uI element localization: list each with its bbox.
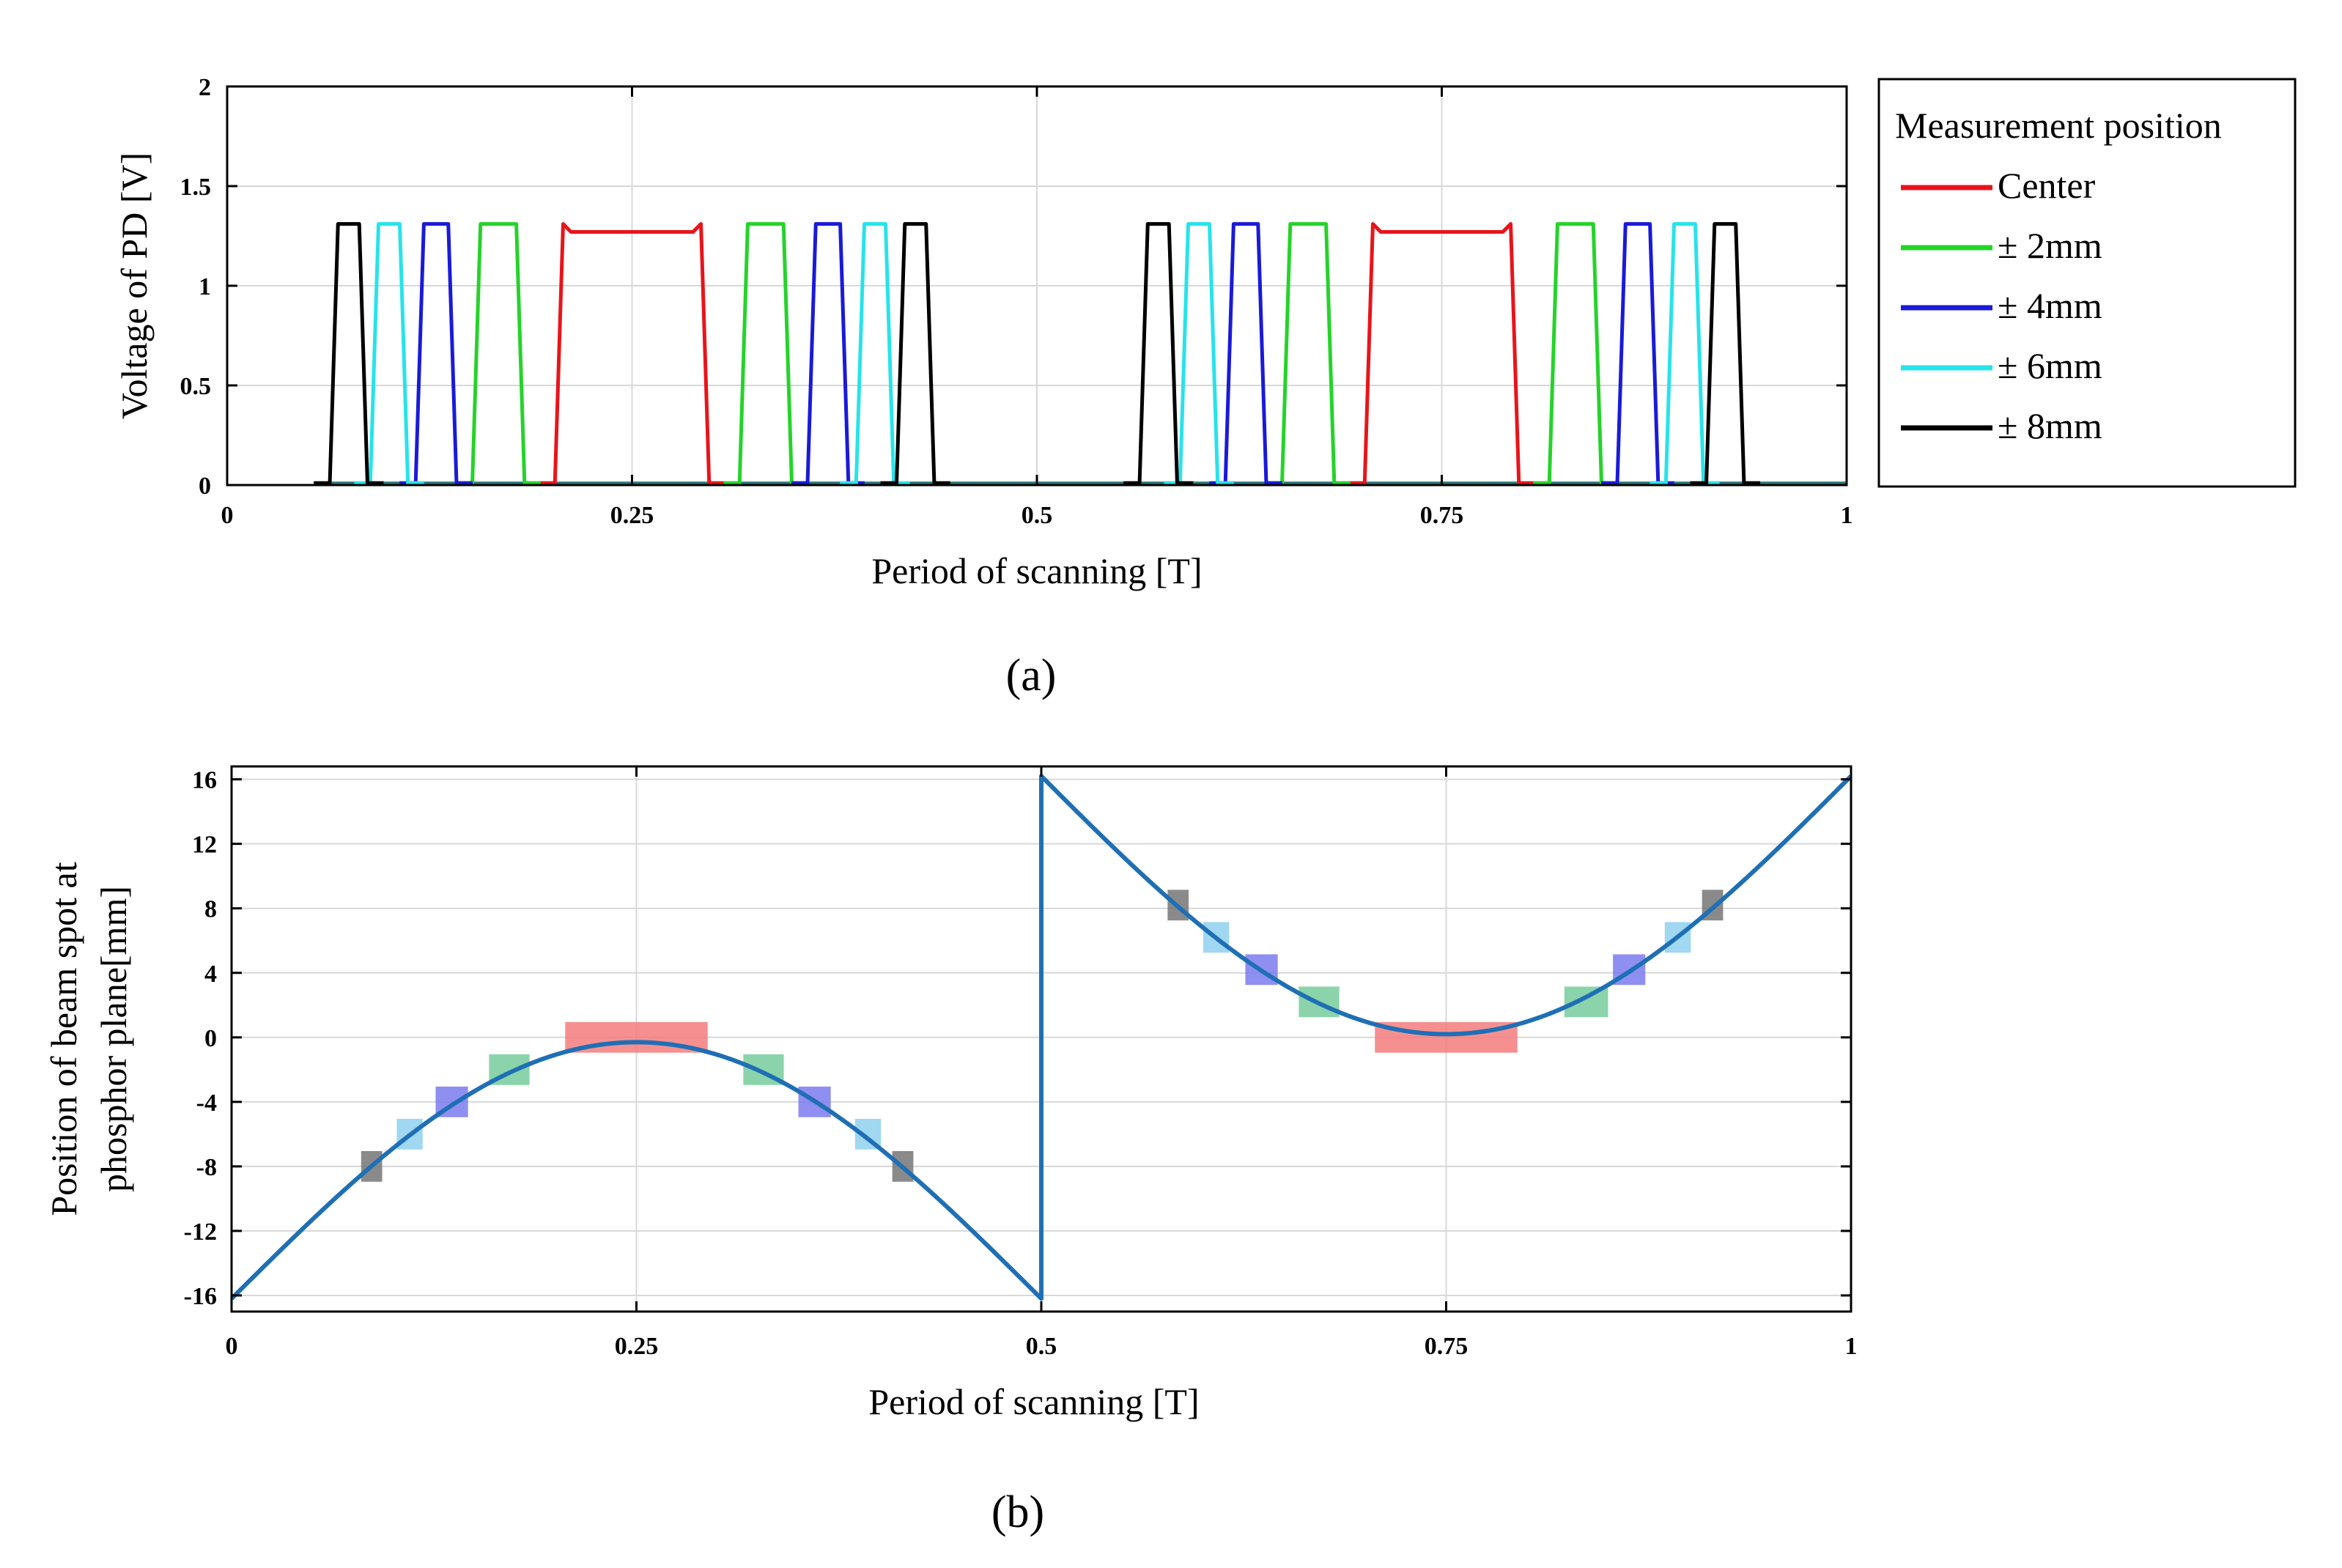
chart-a-pulse-1-3 (1533, 222, 1618, 485)
chart-a: 0 0.25 0.5 0.75 1 0 0.5 1 1.5 2 Period of scannin… (114, 74, 2297, 700)
chart-a-pulse-4-0 (314, 222, 384, 485)
chart-b-panel-label: (b) (991, 1487, 1044, 1537)
chart-a-y-tick-label: 2 (199, 74, 211, 101)
chart-a-pulse-2-0 (399, 222, 473, 485)
chart-a-pulse-0-1 (1348, 222, 1535, 485)
legend-items: Center ± 2mm ± 4mm ± 6mm ± 8mm (1901, 165, 2102, 446)
chart-a-y-tick-label: 1 (199, 273, 211, 300)
chart-b-y-tick-label: 16 (192, 767, 217, 794)
chart-a-legend: Measurement position Center ± 2mm ± 4mm ± 6… (1877, 78, 2297, 488)
chart-a-y-tick-label: 1.5 (180, 174, 212, 201)
chart-b-curve (229, 774, 1853, 1301)
chart-b-y-tick-label: 0 (204, 1025, 217, 1052)
chart-a-x-tick-label: 0 (221, 502, 234, 529)
chart-a-pulse-2-2 (1209, 222, 1282, 485)
chart-a-x-tick-label: 0.75 (1420, 502, 1464, 529)
chart-a-y-tick-label: 0.5 (180, 373, 212, 400)
chart-b-y-axis-label-line2: phosphor plane[mm] (93, 886, 134, 1192)
chart-a-pulse-1-1 (723, 222, 808, 485)
legend-label: Center (1998, 165, 2096, 206)
chart-b-y-tick-label: -8 (196, 1154, 217, 1181)
legend-label: ± 6mm (1998, 345, 2102, 386)
chart-a-pulse-4-1 (880, 222, 950, 485)
chart-a-pulse-2-3 (1601, 222, 1674, 485)
chart-b-x-tick-label: 0.5 (1026, 1333, 1057, 1360)
chart-a-pulse-4-3 (1690, 222, 1760, 485)
legend-box (1877, 78, 2297, 488)
chart-a-series (314, 222, 1847, 485)
chart-b-y-axis-label-line1: Position of beam spot at (43, 862, 84, 1216)
chart-b-x-tick-label: 0.25 (615, 1333, 659, 1360)
legend-label: ± 8mm (1998, 405, 2102, 446)
chart-a-x-tick-label: 1 (1841, 502, 1853, 529)
chart-a-pulse-2-1 (791, 222, 865, 485)
chart-b-y-tick-label: -4 (196, 1090, 217, 1117)
legend-label: ± 4mm (1998, 285, 2102, 326)
chart-a-pulse-0-0 (539, 222, 725, 485)
legend-label: ± 2mm (1998, 225, 2102, 266)
chart-a-ticks: 0 0.25 0.5 0.75 1 0 0.5 1 1.5 2 (180, 74, 1853, 529)
chart-b-y-tick-label: 12 (192, 832, 217, 859)
chart-b-x-tick-label: 1 (1845, 1333, 1858, 1360)
chart-a-pulse-1-2 (1266, 222, 1351, 485)
chart-b-marker-1 (1375, 1021, 1518, 1053)
chart-a-x-tick-label: 0.5 (1022, 502, 1053, 529)
chart-a-panel-label: (a) (1006, 651, 1057, 700)
chart-a-x-axis-label: Period of scanning [T] (871, 550, 1202, 591)
chart-a-pulse-1-0 (456, 222, 541, 485)
chart-b-curve-line (229, 774, 1853, 1301)
chart-b-y-tick-label: -12 (184, 1218, 217, 1246)
chart-b-x-tick-label: 0.75 (1425, 1333, 1469, 1360)
legend-title: Measurement position (1895, 105, 2222, 146)
chart-a-x-tick-label: 0.25 (610, 502, 654, 529)
chart-b-y-tick-label: 4 (204, 961, 217, 988)
chart-b-x-tick-label: 0 (226, 1333, 238, 1360)
chart-b-ticks: 0 0.25 0.5 0.75 1 16 12 8 4 0 -4 -8 -12 -16 (184, 766, 1858, 1360)
chart-a-y-axis-label: Voltage of PD [V] (114, 152, 155, 419)
chart-a-pulse-4-2 (1123, 222, 1194, 485)
chart-b-y-tick-label: -16 (184, 1283, 217, 1310)
chart-b-x-axis-label: Period of scanning [T] (868, 1381, 1199, 1422)
chart-b: 0 0.25 0.5 0.75 1 16 12 8 4 0 -4 -8 -12 -16 Period of… (43, 765, 1858, 1537)
chart-b-y-tick-label: 8 (204, 896, 217, 923)
chart-a-y-tick-label: 0 (199, 473, 211, 500)
chart-a-gridlines (227, 86, 1847, 485)
